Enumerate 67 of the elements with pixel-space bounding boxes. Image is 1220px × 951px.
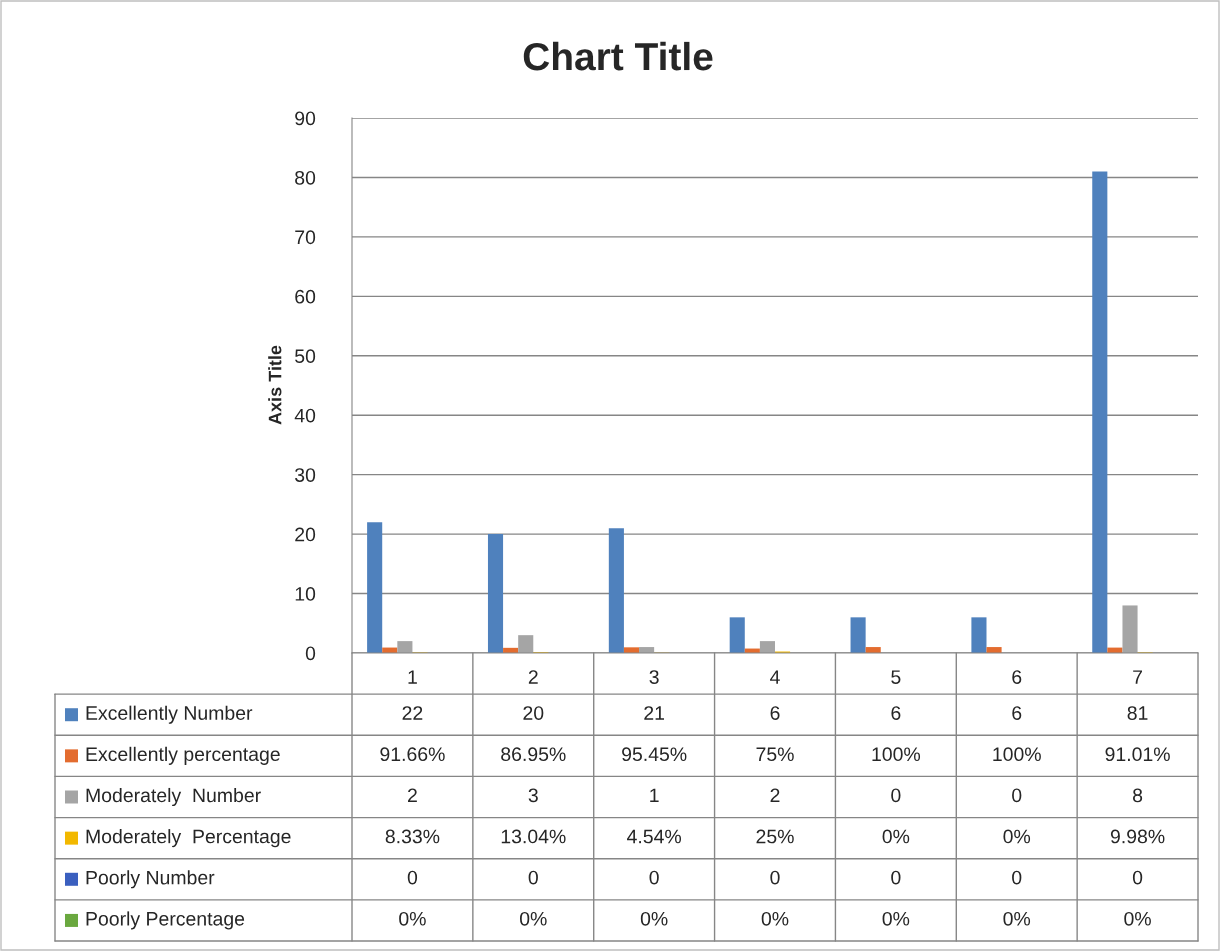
y-tick-label: 90 xyxy=(295,111,316,126)
data-label: 0% xyxy=(519,911,547,926)
x-tick-label: 1 xyxy=(408,670,417,684)
data-label: 0% xyxy=(882,911,910,926)
data-label: 0 xyxy=(407,870,418,885)
data-label: 81 xyxy=(1127,706,1148,720)
data-label: 86.95% xyxy=(501,747,566,762)
data-label: 2 xyxy=(408,788,417,803)
y-tick-label: 10 xyxy=(295,587,316,601)
data-label: 95.45% xyxy=(622,747,687,762)
data-label: 21 xyxy=(644,706,665,720)
legend-label: Moderately Percentage xyxy=(86,829,291,848)
data-label: 8 xyxy=(1133,788,1143,803)
data-label: 20 xyxy=(523,706,544,720)
data-label: 13.04% xyxy=(501,829,566,844)
data-label: 0 xyxy=(1012,788,1022,803)
data-label: 91.66% xyxy=(380,747,445,762)
data-label: 0 xyxy=(891,788,901,803)
chart-title: Chart Title xyxy=(523,41,713,71)
data-label: 0 xyxy=(1132,870,1143,885)
data-label: 8.33% xyxy=(385,829,440,844)
y-axis-title: Axis Title xyxy=(268,345,282,425)
x-tick-label: 2 xyxy=(528,670,538,684)
x-tick-label: 7 xyxy=(1133,670,1142,684)
x-tick-label: 6 xyxy=(1012,670,1022,684)
data-label: 22 xyxy=(402,706,423,720)
data-label: 0 xyxy=(891,870,901,885)
data-label: 0% xyxy=(1003,829,1031,844)
data-label: 0 xyxy=(528,870,538,885)
data-label: 0% xyxy=(1124,911,1151,926)
x-tick-label: 4 xyxy=(770,670,780,684)
data-label: 9.98% xyxy=(1110,829,1165,844)
y-tick-label: 60 xyxy=(295,289,316,304)
y-tick-label: 70 xyxy=(295,230,316,245)
data-label: 0% xyxy=(1003,911,1031,926)
legend-label: Excellently Number xyxy=(86,705,253,724)
data-label: 4.54% xyxy=(627,829,682,844)
y-tick-label: 20 xyxy=(295,527,316,542)
data-label: 6 xyxy=(770,706,780,720)
legend-label: Poorly Percentage xyxy=(86,911,245,930)
data-label: 2 xyxy=(770,788,780,803)
data-label: 1 xyxy=(650,788,659,803)
data-label: 0 xyxy=(649,870,659,885)
data-label: 91.01% xyxy=(1105,747,1170,762)
data-label: 25% xyxy=(756,829,794,844)
data-label: 75% xyxy=(756,747,794,762)
data-label: 6 xyxy=(891,706,901,720)
data-label: 0% xyxy=(882,829,910,844)
y-tick-label: 50 xyxy=(295,349,316,364)
data-label: 3 xyxy=(528,788,538,803)
y-tick-label: 80 xyxy=(295,170,316,185)
data-label: 100% xyxy=(872,747,921,762)
x-tick-label: 5 xyxy=(891,670,901,684)
data-label: 0% xyxy=(761,911,789,926)
x-tick-label: 3 xyxy=(649,670,659,684)
y-tick-label: 30 xyxy=(295,468,316,482)
y-tick-label: 40 xyxy=(294,408,316,423)
data-label: 0% xyxy=(399,911,426,926)
data-label: 6 xyxy=(1012,706,1022,720)
legend-label: Poorly Number xyxy=(86,870,215,889)
data-label: 0% xyxy=(640,911,668,926)
legend-label: Excellently percentage xyxy=(86,746,280,765)
data-label: 0 xyxy=(770,870,780,885)
data-label: 100% xyxy=(993,747,1041,762)
legend-label: Moderately Number xyxy=(86,787,261,807)
data-label: 0 xyxy=(1012,870,1022,885)
y-tick-label: 0 xyxy=(305,646,316,661)
